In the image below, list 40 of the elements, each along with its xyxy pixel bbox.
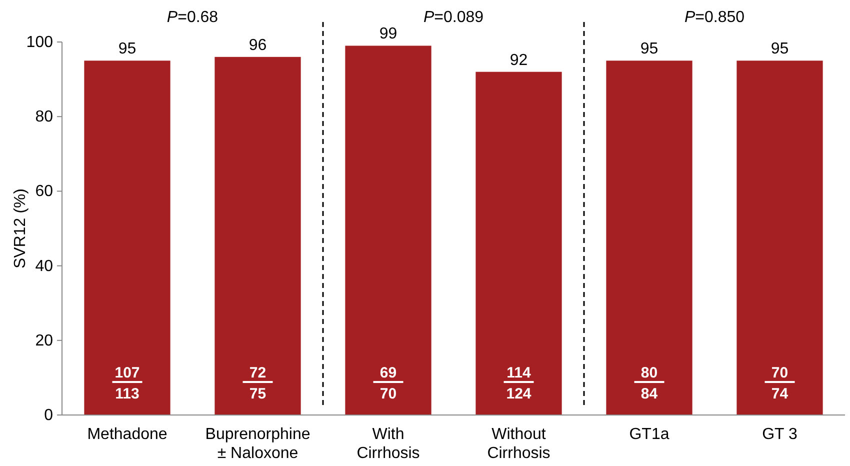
y-tick-label: 100 — [26, 34, 54, 51]
y-tick-label: 60 — [35, 183, 54, 200]
annotation: 70 — [771, 364, 788, 382]
data-label: 95 — [640, 40, 658, 58]
annotation: 75 — [249, 385, 266, 402]
data-label: 95 — [770, 40, 789, 58]
x-tick-label: Buprenorphine ± Naloxone — [205, 426, 310, 462]
bar — [84, 60, 170, 415]
data-label: 99 — [379, 26, 398, 43]
annotation: 107 — [114, 364, 140, 382]
text: P=0.68 — [166, 9, 218, 26]
x-tick-label: GT 3 — [762, 426, 798, 443]
bar — [606, 60, 692, 415]
annotation: 74 — [771, 385, 789, 402]
annotation: 84 — [640, 385, 658, 402]
y-tick-label: 80 — [35, 108, 54, 126]
x-tick-label: GT1a — [629, 426, 670, 443]
annotation: 113 — [115, 385, 140, 402]
data-label: 96 — [248, 36, 267, 54]
y-tick-label: 20 — [35, 332, 54, 350]
x-tick-label: With Cirrhosis — [356, 426, 420, 462]
y-axis-title: SVR12 (%) — [12, 188, 29, 269]
y-tick-label: 40 — [35, 258, 54, 275]
annotation: 70 — [380, 385, 397, 402]
x-tick-label: Without Cirrhosis — [487, 426, 550, 462]
bar — [345, 46, 432, 415]
bar — [476, 72, 562, 415]
annotation: 124 — [506, 385, 532, 402]
x-tick-label: Methadone — [87, 426, 168, 443]
data-label: 92 — [510, 52, 528, 69]
annotation: 72 — [249, 364, 266, 382]
annotation: 114 — [506, 364, 532, 382]
y-tick-label: 0 — [44, 407, 54, 424]
text: P=0.089 — [423, 9, 484, 26]
bar — [214, 56, 301, 415]
annotation: 80 — [640, 364, 658, 382]
annotation: 69 — [380, 364, 397, 382]
text: P=0.850 — [684, 9, 745, 26]
bar — [736, 60, 823, 415]
data-label: 95 — [118, 40, 136, 58]
